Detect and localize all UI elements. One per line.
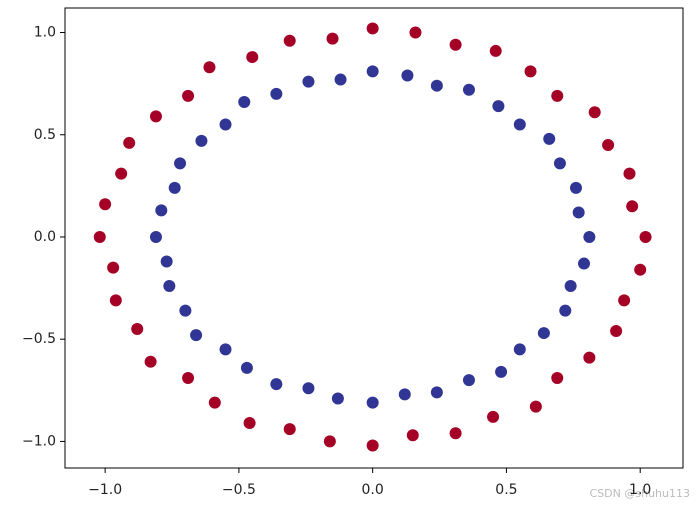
point (331, 392, 344, 405)
point (398, 388, 411, 401)
point (588, 106, 601, 119)
point (564, 280, 577, 293)
point (462, 83, 475, 96)
watermark: CSDN @shuhu113 (590, 487, 690, 500)
point (190, 329, 203, 342)
point (160, 255, 173, 268)
x-tick-label: −0.5 (222, 482, 256, 498)
x-tick-label: −1.0 (88, 482, 122, 498)
point (270, 87, 283, 100)
point (602, 138, 615, 151)
point (495, 365, 508, 378)
point (618, 294, 631, 307)
y-tick-label: 0.5 (34, 127, 56, 143)
point (569, 181, 582, 194)
point (123, 136, 136, 149)
point (240, 361, 253, 374)
point (449, 38, 462, 51)
point (149, 230, 162, 243)
x-tick-label: 0.5 (495, 482, 517, 498)
point (366, 22, 379, 35)
plot-area (93, 22, 652, 452)
point (155, 204, 168, 217)
point (583, 230, 596, 243)
point (93, 230, 106, 243)
point (326, 32, 339, 45)
point (578, 257, 591, 270)
point (551, 372, 564, 385)
y-tick-label: −1.0 (22, 433, 56, 449)
point (174, 157, 187, 170)
point (182, 89, 195, 102)
point (203, 61, 216, 74)
point (449, 427, 462, 440)
point (634, 263, 647, 276)
point (430, 79, 443, 92)
point (323, 435, 336, 448)
point (513, 343, 526, 356)
point (572, 206, 585, 219)
point (487, 410, 500, 423)
point (302, 75, 315, 88)
point (406, 429, 419, 442)
point (524, 65, 537, 78)
point (219, 118, 232, 131)
point (334, 73, 347, 86)
x-tick-label: 1.0 (629, 482, 651, 498)
point (107, 261, 120, 274)
point (246, 51, 259, 64)
point (537, 327, 550, 340)
point (208, 396, 221, 409)
point (149, 110, 162, 123)
point (366, 65, 379, 78)
point (163, 280, 176, 293)
point (219, 343, 232, 356)
point (195, 134, 208, 147)
y-tick-label: −0.5 (22, 331, 56, 347)
point (559, 304, 572, 317)
point (99, 198, 112, 211)
point (302, 382, 315, 395)
point (115, 167, 128, 180)
point (179, 304, 192, 317)
point (409, 26, 422, 39)
point (513, 118, 526, 131)
point (243, 417, 256, 430)
y-tick-label: 1.0 (34, 25, 56, 41)
y-tick-label: 0.0 (34, 229, 56, 245)
point (551, 89, 564, 102)
point (489, 44, 502, 57)
point (610, 325, 623, 338)
point (109, 294, 122, 307)
point (553, 157, 566, 170)
point (182, 372, 195, 385)
point (462, 374, 475, 387)
point (626, 200, 639, 213)
point (492, 100, 505, 113)
point (144, 355, 157, 368)
point (639, 230, 652, 243)
point (270, 378, 283, 391)
point (283, 423, 296, 436)
point (430, 386, 443, 399)
point (283, 34, 296, 47)
point (623, 167, 636, 180)
x-tick-label: 0.0 (362, 482, 384, 498)
point (238, 96, 251, 109)
point (366, 439, 379, 452)
point (543, 132, 556, 145)
point (583, 351, 596, 364)
point (401, 69, 414, 82)
point (529, 400, 542, 413)
axes-frame (64, 7, 684, 469)
point (168, 181, 181, 194)
point (131, 322, 144, 335)
point (366, 396, 379, 409)
